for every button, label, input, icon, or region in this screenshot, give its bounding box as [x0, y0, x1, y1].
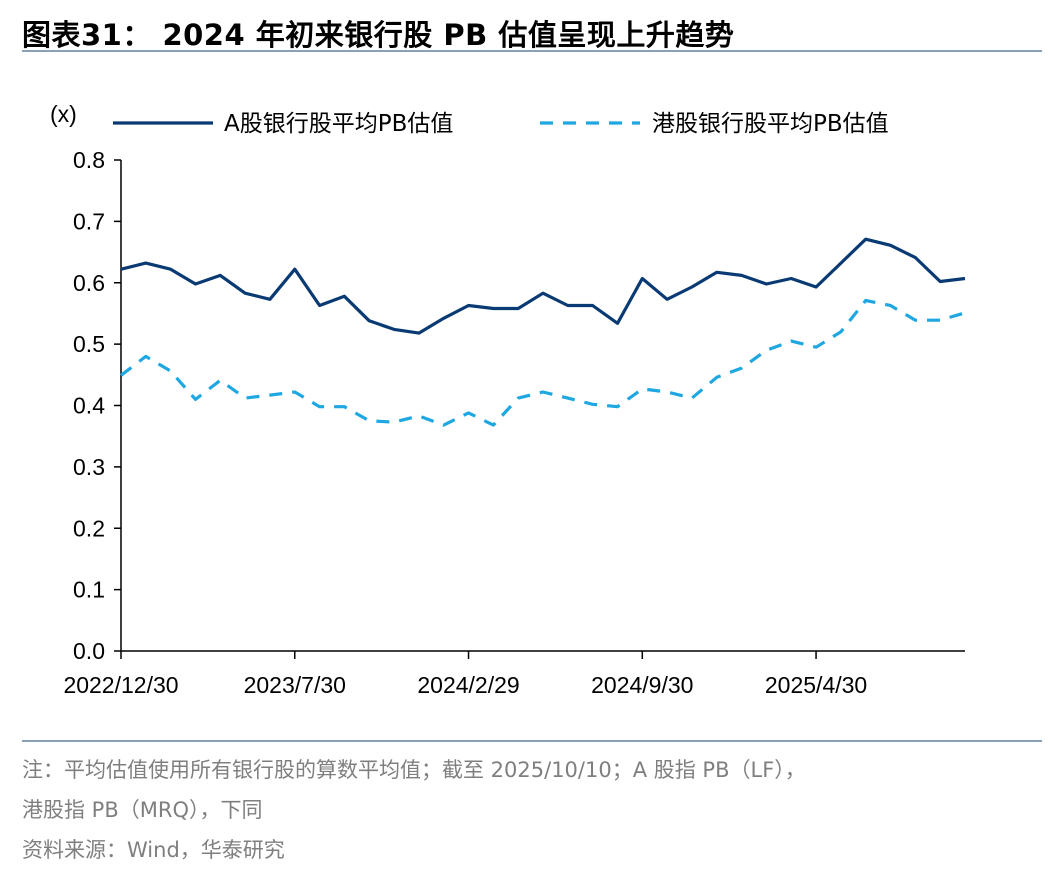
x-tick-label: 2025/4/30 — [765, 672, 867, 698]
title-divider — [22, 50, 1042, 52]
x-tick-label: 2024/9/30 — [591, 672, 693, 698]
note-line-2: 港股指 PB（MRQ），下同 — [22, 798, 263, 822]
y-tick-label: 0.5 — [73, 331, 105, 357]
x-tick-label: 2022/12/30 — [63, 672, 178, 698]
series-lines — [120, 237, 966, 427]
series-line-2 — [120, 298, 966, 427]
chart-notes: 注：平均估值使用所有银行股的算数平均值；截至 2025/10/10；A 股指 P… — [22, 750, 1042, 870]
chart-title: 图表31： 2024 年初来银行股 PB 估值呈现上升趋势 — [22, 18, 735, 52]
y-tick-label: 0.0 — [73, 638, 105, 664]
line-chart: 0.8 0.7 0.6 0.5 0.4 0.3 0.2 0.1 0.0 (x) 2022/12/30… — [50, 101, 966, 698]
y-tick-label: 0.1 — [73, 577, 105, 603]
x-tick-label: 2023/7/30 — [244, 672, 346, 698]
notes-divider — [22, 740, 1042, 742]
axes: 0.8 0.7 0.6 0.5 0.4 0.3 0.2 0.1 0.0 (x) 2022/12/30… — [50, 101, 965, 698]
note-line-1: 注：平均估值使用所有银行股的算数平均值；截至 2025/10/10；A 股指 P… — [22, 758, 806, 782]
y-tick-label: 0.8 — [73, 147, 105, 173]
y-tick-label: 0.2 — [73, 515, 105, 541]
x-tick-label: 2024/2/29 — [417, 672, 519, 698]
y-tick-label: 0.4 — [73, 393, 105, 419]
source-line: 资料来源：Wind，华泰研究 — [22, 838, 285, 862]
y-tick-label: 0.6 — [73, 270, 105, 296]
legend-label-1: A股银行股平均PB估值 — [224, 111, 453, 137]
series-line-1 — [120, 237, 966, 335]
legend-label-2: 港股银行股平均PB估值 — [652, 111, 889, 137]
legend: A股银行股平均PB估值 港股银行股平均PB估值 — [113, 111, 889, 137]
y-unit-label: (x) — [50, 101, 77, 127]
y-tick-label: 0.7 — [73, 208, 105, 234]
y-tick-label: 0.3 — [73, 454, 105, 480]
